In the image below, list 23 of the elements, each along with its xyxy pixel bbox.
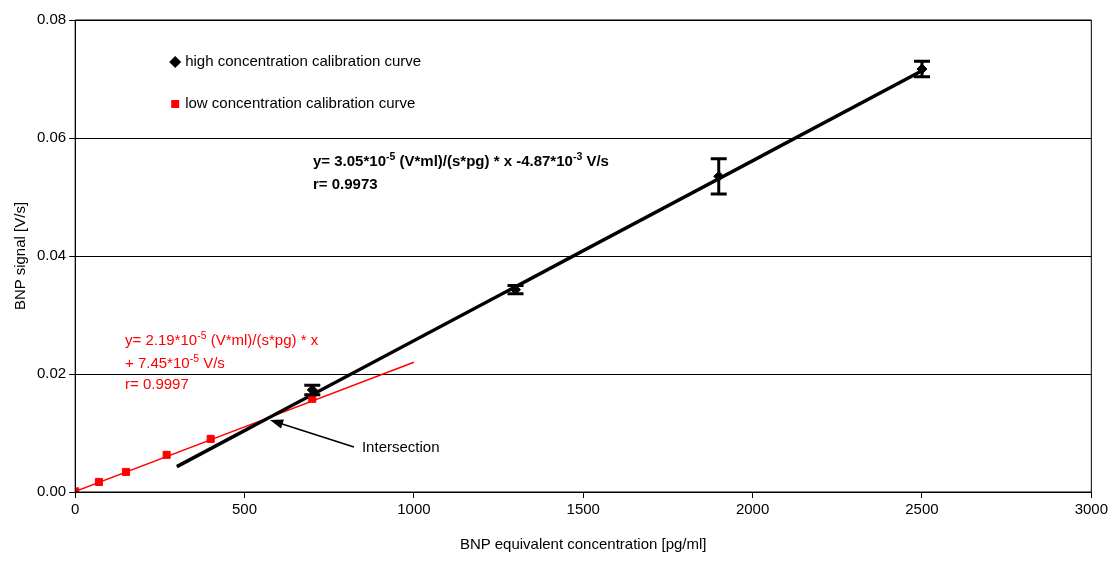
point — [206, 434, 215, 443]
point — [121, 467, 131, 476]
annotation: r= 0.9973 — [313, 175, 378, 192]
x-tick-label: 500 — [232, 500, 258, 518]
x-tick-label: 1000 — [397, 500, 431, 518]
y-tick-label: 0.04 — [36, 246, 67, 264]
legend-label: high concentration calibration curve — [185, 52, 422, 70]
y-tick-label: 0.02 — [36, 364, 67, 382]
point — [94, 477, 103, 487]
x-tick-label: 1500 — [566, 500, 600, 518]
x-tick-label: 0 — [71, 500, 80, 518]
x-tick-label: 3000 — [1074, 500, 1108, 518]
annotation: Intersection — [361, 438, 440, 456]
legend-label: low concentration calibration curve — [185, 94, 416, 112]
y-tick-label: 0.08 — [36, 10, 67, 28]
point — [162, 450, 171, 459]
y-tick-label: 0.00 — [36, 482, 67, 500]
y-axis-title: BNP signal [V/s] — [11, 201, 29, 311]
annotation: r= 0.9997 — [125, 375, 189, 392]
x-axis-title: BNP equivalent concentration [pg/ml] — [459, 535, 707, 553]
x-tick-label: 2500 — [905, 500, 939, 518]
y-tick-label: 0.06 — [36, 128, 67, 146]
x-tick-label: 2000 — [735, 500, 770, 518]
